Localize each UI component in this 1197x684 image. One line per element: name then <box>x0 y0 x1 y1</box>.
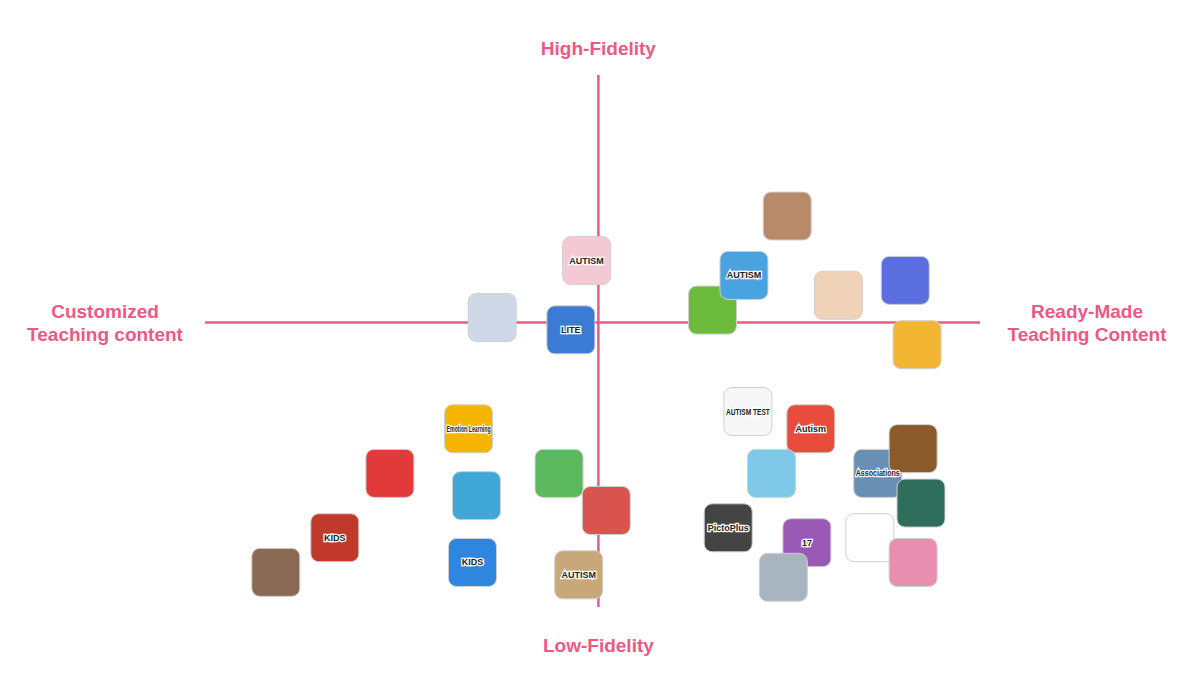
app-icon <box>252 548 300 596</box>
app-icon <box>897 479 945 527</box>
icon-label: KIDS <box>324 533 346 543</box>
app-icon <box>449 538 497 586</box>
icon-label: AUTISM <box>561 570 596 580</box>
icon-label: PictoPlus <box>708 523 749 533</box>
axis-label: Low-Fidelity <box>543 635 654 656</box>
axis-label: Ready-Made <box>1031 301 1143 322</box>
icon-label: AUTISM TEST <box>726 407 770 417</box>
axis-label: Teaching content <box>27 324 184 345</box>
app-icon <box>889 425 937 473</box>
app-icon <box>582 486 630 534</box>
app-icon <box>555 551 603 599</box>
app-icon <box>704 504 752 552</box>
icon-labels: AUTISM LITE AUTISM Emotion Learning KIDS KIDS… <box>324 256 900 580</box>
app-icon <box>366 449 414 497</box>
app-icon <box>787 405 835 453</box>
icon-label: AUTISM <box>727 270 762 280</box>
app-icon <box>535 449 583 497</box>
app-icon <box>747 449 795 497</box>
chart-root: High-FidelityLow-FidelityCustomizedTeach… <box>0 0 1197 684</box>
icon-label: 17 <box>802 538 812 548</box>
axis-label: High-Fidelity <box>541 38 656 59</box>
icon-label: Autism <box>796 424 827 434</box>
axis-label: Teaching Content <box>1007 324 1167 345</box>
app-icon <box>759 553 807 601</box>
axis-label: Customized <box>51 301 159 322</box>
app-icon <box>563 237 611 285</box>
app-icon <box>814 271 862 319</box>
app-icon <box>889 538 937 586</box>
app-icon <box>724 388 772 436</box>
icon-label: Emotion Learning <box>447 424 491 434</box>
icon-label: LITE <box>561 325 581 335</box>
icon-label: AUTISM <box>569 256 604 266</box>
app-icon <box>846 514 894 562</box>
app-icon <box>452 472 500 520</box>
diagram-svg: High-FidelityLow-FidelityCustomizedTeach… <box>0 0 1197 684</box>
app-icon <box>720 251 768 299</box>
icon-label: Associations <box>856 468 900 478</box>
app-icon <box>763 192 811 240</box>
app-icon <box>893 321 941 369</box>
app-icon <box>547 306 595 354</box>
app-icon <box>445 405 493 453</box>
icons <box>252 192 945 601</box>
app-icon <box>881 256 929 304</box>
icon-label: KIDS <box>462 557 484 567</box>
app-icon <box>311 514 359 562</box>
app-icon <box>468 293 516 341</box>
